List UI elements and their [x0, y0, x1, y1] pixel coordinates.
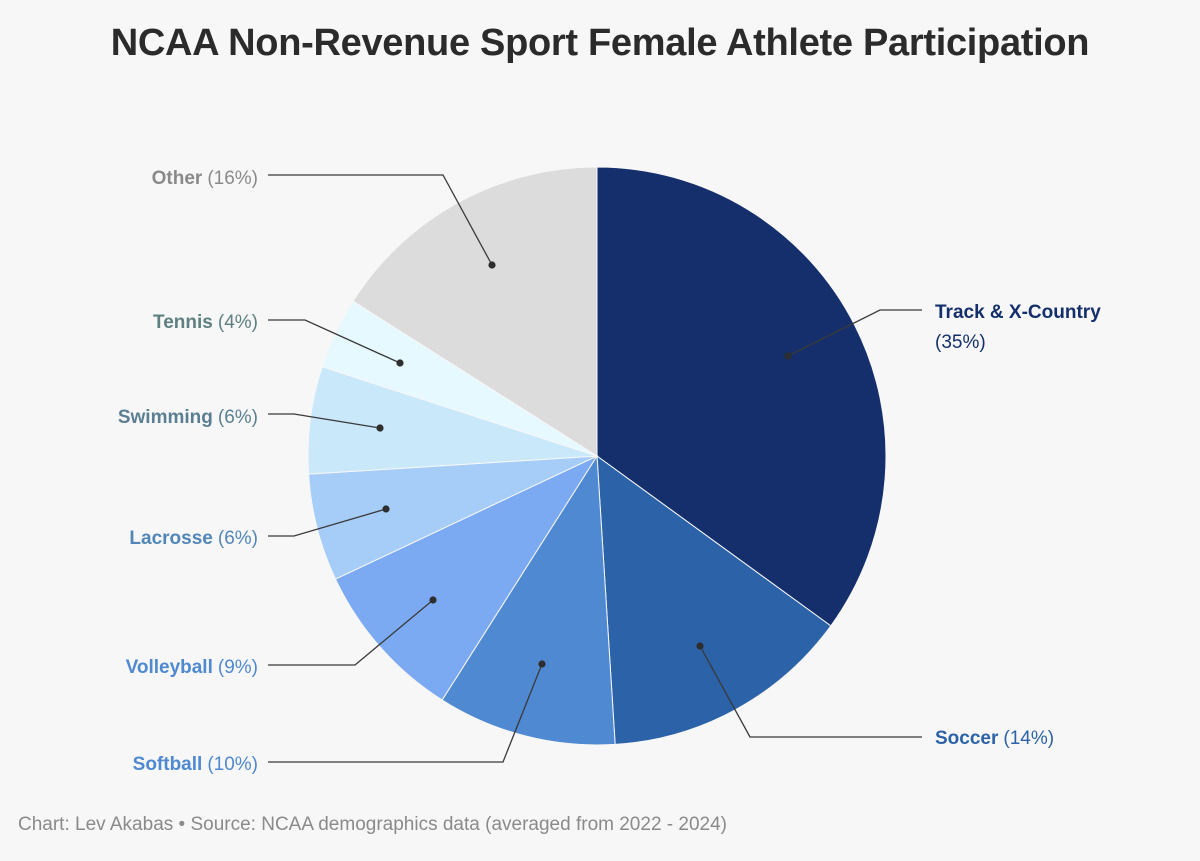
slice-name-other: Other	[152, 168, 203, 189]
slice-name-lacrosse: Lacrosse	[129, 528, 212, 549]
slice-name-track-x-country: Track & X-Country	[935, 302, 1101, 323]
slice-label-softball: Softball (10%)	[133, 754, 258, 775]
slice-label-lacrosse: Lacrosse (6%)	[129, 528, 258, 549]
slice-percent-other: (16%)	[207, 168, 258, 189]
leader-dot-soccer	[696, 642, 704, 650]
leader-line-soccer	[699, 645, 922, 738]
leader-line-track-x-country	[787, 309, 922, 357]
slice-name-softball: Softball	[133, 754, 203, 775]
slice-name-volleyball: Volleyball	[126, 657, 213, 678]
leader-dot-swimming	[376, 424, 384, 432]
slice-name-tennis: Tennis	[153, 312, 213, 333]
pie-slice-softball	[441, 454, 616, 746]
slice-label-tennis: Tennis (4%)	[153, 312, 258, 333]
leader-line-softball	[268, 663, 543, 763]
slice-label-volleyball: Volleyball (9%)	[126, 657, 258, 678]
slice-percent-lacrosse: (6%)	[218, 528, 258, 549]
chart-footer-source: Chart: Lev Akabas • Source: NCAA demogra…	[18, 814, 727, 835]
slice-percent-volleyball: (9%)	[218, 657, 258, 678]
leader-dot-volleyball	[429, 596, 437, 604]
slice-label-other: Other (16%)	[152, 168, 258, 189]
slice-label-track-x-country: Track & X-Country (35%)	[935, 302, 1101, 353]
leader-dot-other	[488, 261, 496, 269]
slice-percent-soccer: (14%)	[1003, 728, 1054, 749]
leader-dot-tennis	[396, 359, 404, 367]
leader-dot-track-x-country	[784, 352, 792, 360]
slice-percent-softball: (10%)	[207, 754, 258, 775]
pie-slice-volleyball	[334, 454, 599, 701]
leader-line-other	[268, 174, 493, 266]
leader-dot-lacrosse	[382, 505, 390, 513]
slice-percent-swimming: (6%)	[218, 407, 258, 428]
leader-line-tennis	[268, 319, 401, 364]
leader-line-swimming	[268, 413, 381, 429]
slice-label-swimming: Swimming (6%)	[118, 407, 258, 428]
slice-percent-tennis: (4%)	[218, 312, 258, 333]
slice-name-swimming: Swimming	[118, 407, 213, 428]
slice-label-soccer: Soccer (14%)	[935, 728, 1054, 749]
leader-line-volleyball	[268, 599, 434, 666]
pie-slice-track-x-country	[596, 166, 887, 627]
leader-dot-softball	[538, 660, 546, 668]
leader-line-lacrosse	[268, 508, 387, 537]
slice-name-soccer: Soccer	[935, 728, 999, 749]
slice-percent-track-x-country: (35%)	[935, 332, 986, 353]
pie-slice-soccer	[596, 454, 832, 745]
chart-title: NCAA Non-Revenue Sport Female Athlete Pa…	[110, 22, 1090, 64]
